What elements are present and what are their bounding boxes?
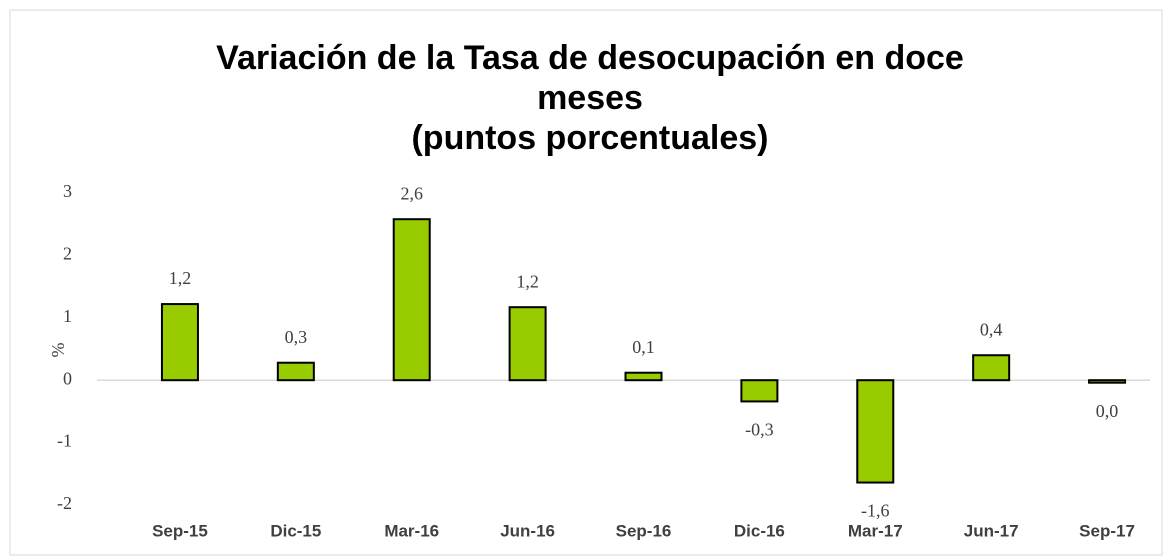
y-tick-label: -2 (57, 493, 72, 513)
data-label: -0,3 (745, 420, 774, 440)
x-tick-label: Sep-17 (1079, 521, 1135, 540)
y-tick-label: -1 (57, 431, 72, 451)
y-tick-label: 0 (63, 368, 72, 388)
data-label: -1,6 (861, 501, 890, 521)
x-tick-label: Jun-17 (964, 521, 1019, 540)
x-tick-label: Jun-16 (500, 521, 555, 540)
x-tick-label: Sep-16 (616, 521, 672, 540)
data-label: 0,3 (285, 327, 308, 347)
y-tick-label: 2 (63, 244, 72, 264)
data-label: 0,4 (980, 319, 1003, 339)
bar (1088, 379, 1127, 384)
x-tick-label: Dic-15 (270, 521, 321, 540)
y-axis-label: % (48, 343, 68, 358)
bar (624, 371, 663, 382)
data-label: 1,2 (516, 271, 539, 291)
bar (508, 306, 547, 382)
chart-frame (9, 9, 1163, 556)
x-tick-label: Mar-16 (384, 521, 439, 540)
chart-title: meses (537, 79, 643, 117)
bar (856, 379, 895, 484)
data-label: 2,6 (400, 183, 423, 203)
bar (160, 303, 199, 382)
x-tick-label: Mar-17 (848, 521, 903, 540)
x-tick-label: Sep-15 (152, 521, 208, 540)
data-label: 0,1 (632, 337, 655, 357)
bar (740, 379, 779, 403)
x-tick-label: Dic-16 (734, 521, 785, 540)
bar (972, 354, 1011, 382)
chart-subtitle: (puntos porcentuales) (411, 119, 768, 157)
bar (392, 218, 431, 382)
data-label: 0,0 (1096, 401, 1119, 421)
chart-title: Variación de la Tasa de desocupación en … (216, 39, 964, 77)
data-label: 1,2 (169, 268, 192, 288)
bar (276, 361, 315, 382)
y-tick-label: 1 (63, 306, 72, 326)
y-tick-label: 3 (63, 181, 72, 201)
